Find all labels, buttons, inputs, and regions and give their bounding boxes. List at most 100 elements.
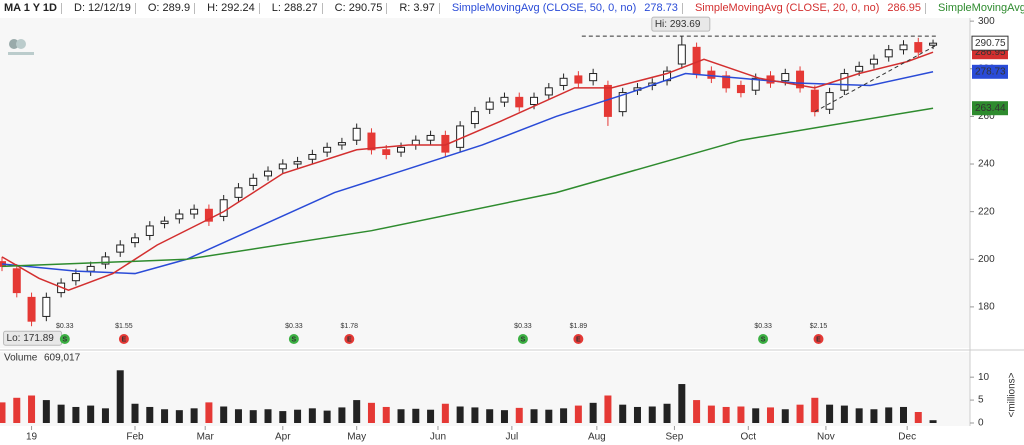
- candle-body: [574, 75, 583, 84]
- candle-body: [190, 208, 199, 215]
- header-item: L: 288.27: [271, 2, 318, 14]
- volume-bar: [589, 402, 597, 423]
- candle-body: [456, 125, 465, 148]
- candle: [264, 166, 273, 181]
- event-icon-letter: E: [816, 336, 821, 343]
- event-icon-letter: S: [521, 336, 526, 343]
- moving-average-line: [1, 107, 934, 268]
- candle: [426, 130, 435, 145]
- volume-bar: [412, 408, 420, 423]
- volume-bar: [205, 402, 213, 423]
- candle: [323, 142, 332, 157]
- y-tick-label: 200: [978, 254, 995, 265]
- volume-bar: [722, 406, 730, 423]
- x-tick-label: Feb: [126, 432, 144, 443]
- volume-bar: [427, 409, 435, 423]
- volume-bar: [899, 406, 907, 423]
- annotation: Hi: 293.69: [655, 19, 701, 30]
- price-box-label: 278.73: [975, 66, 1006, 77]
- candle-body: [810, 89, 819, 113]
- candle: [145, 221, 154, 241]
- candle: [884, 44, 893, 62]
- price-box: [972, 101, 1008, 116]
- trendline: [814, 44, 937, 113]
- legend-name: SimpleMovingAvg (CLOSE, 200, 0, no): [938, 2, 1024, 14]
- separator: [194, 2, 203, 14]
- volume-bar: [57, 404, 65, 423]
- volume-bar: [42, 400, 50, 423]
- price-panel: [0, 18, 970, 348]
- event-label: $1.55: [115, 323, 133, 330]
- candle-body: [869, 58, 878, 65]
- x-tick-label: Sep: [666, 432, 684, 443]
- separator: [61, 2, 70, 14]
- candle: [559, 73, 568, 91]
- candle: [796, 66, 805, 93]
- volume-bar: [560, 408, 568, 423]
- separator: [134, 2, 144, 14]
- separator: [321, 2, 331, 14]
- candle-body: [323, 146, 332, 153]
- candle: [663, 66, 672, 86]
- candle: [500, 92, 509, 107]
- legend-name: SimpleMovingAvg (CLOSE, 20, 0, no): [694, 2, 880, 14]
- event-icon: [573, 334, 584, 344]
- candle: [869, 54, 878, 69]
- volume-bar: [353, 400, 361, 423]
- candle-body: [426, 134, 435, 141]
- candle-body: [367, 132, 376, 151]
- candle-body: [470, 111, 479, 125]
- event-label: $0.33: [56, 323, 74, 330]
- price-box: [971, 35, 1009, 51]
- event-label: $0.33: [285, 323, 303, 330]
- candle-body: [677, 44, 686, 65]
- volume-bar: [323, 410, 331, 423]
- candle-body: [899, 44, 908, 51]
- separator: [258, 2, 268, 14]
- x-tick-label: Nov: [817, 432, 835, 443]
- volume-bar: [382, 406, 390, 423]
- candle: [204, 204, 213, 226]
- candle-body: [145, 225, 154, 236]
- candle: [914, 37, 923, 57]
- event-icon: [758, 334, 769, 344]
- moving-average-line: [1, 51, 934, 292]
- event-icon: [59, 334, 70, 344]
- volume-bar: [633, 406, 641, 423]
- candle: [42, 292, 51, 322]
- volume-bar: [914, 412, 922, 423]
- annotation: Lo: 171.89: [7, 333, 55, 344]
- volume-bar: [471, 407, 479, 423]
- event-icon-letter: S: [292, 336, 297, 343]
- volume-bar: [796, 404, 804, 423]
- candle-body: [397, 146, 406, 153]
- candle-body: [219, 199, 228, 217]
- volume-bar: [264, 409, 272, 423]
- candle-body: [249, 177, 258, 186]
- volume-bar: [707, 405, 715, 423]
- volume-bar: [530, 409, 538, 423]
- annotation-box: [651, 16, 711, 32]
- candle: [367, 128, 376, 155]
- event-icon: [344, 334, 355, 344]
- candle-body: [663, 70, 672, 82]
- candle-body: [204, 208, 213, 222]
- candle-body: [929, 42, 938, 46]
- y-tick-label: 5: [978, 395, 984, 406]
- candle: [190, 204, 199, 219]
- volume-bar: [161, 409, 169, 423]
- volume-bar: [663, 403, 671, 423]
- x-tick-label: May: [347, 432, 366, 443]
- volume-bar: [500, 410, 508, 423]
- candle-body: [175, 213, 184, 220]
- event-icon-letter: E: [576, 336, 581, 343]
- event-icon-letter: E: [347, 336, 352, 343]
- candle-body: [116, 244, 125, 253]
- price-box: [972, 64, 1008, 79]
- legend-value: 278.73: [644, 2, 678, 14]
- x-tick-label: Apr: [275, 432, 291, 443]
- volume-bar: [146, 406, 154, 423]
- candle-body: [544, 87, 553, 96]
- candle-body: [707, 70, 716, 79]
